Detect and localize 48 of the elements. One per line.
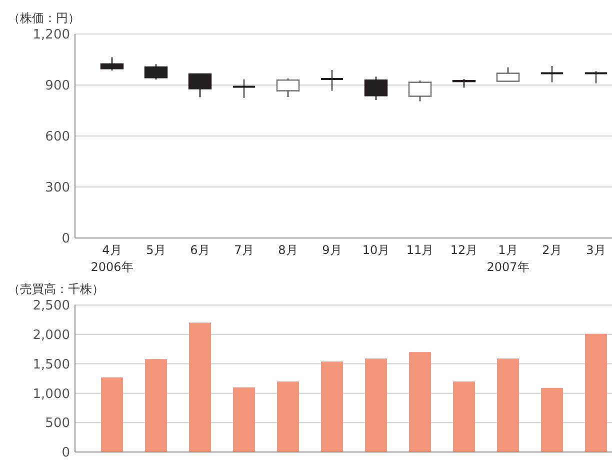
bar: [453, 381, 475, 452]
bar: [321, 361, 343, 452]
y-tick-label: 500: [45, 416, 70, 432]
x-tick-label: 10月: [362, 243, 390, 257]
bar: [277, 381, 299, 452]
bar: [233, 387, 255, 452]
bar: [541, 388, 563, 452]
candlestick: [276, 78, 300, 98]
bar: [409, 352, 431, 452]
y-tick-label: 1,000: [32, 386, 70, 402]
y-tick-label: 1,500: [32, 357, 70, 372]
x-tick-label: 1月 2007年: [486, 243, 530, 274]
y-tick-label: 600: [45, 130, 70, 145]
bar: [497, 358, 519, 452]
candlestick: [540, 65, 564, 83]
x-tick-label: 6月: [190, 243, 210, 257]
candlestick: [232, 78, 256, 99]
y-tick-label: 900: [45, 78, 70, 94]
candlestick: [100, 56, 124, 72]
candlestick: [144, 64, 168, 80]
candlestick: [408, 80, 432, 102]
y-tick-label: 0: [62, 446, 70, 461]
x-tick-label: 12月: [450, 243, 478, 257]
bar: [585, 334, 607, 452]
x-tick-label: 5月: [146, 243, 166, 257]
candlestick: [496, 66, 520, 82]
x-tick-label: 4月 2006年: [90, 243, 134, 274]
bar: [365, 358, 387, 452]
y-tick-label: 2,000: [32, 328, 70, 343]
candlestick: [320, 69, 344, 92]
y-axis-title: （株価：円）: [8, 11, 80, 25]
x-tick-label: 11月: [406, 243, 434, 257]
x-tick-label: 8月: [278, 243, 298, 257]
x-tick-label: 7月: [234, 243, 254, 257]
y-axis-title: （売買高：千株）: [8, 282, 104, 296]
x-tick-label: 2月: [542, 243, 562, 257]
bar: [145, 359, 167, 452]
candlestick: [188, 73, 212, 98]
y-tick-label: 2,500: [32, 298, 70, 314]
candlestick: [584, 70, 608, 84]
y-tick-label: 1,200: [32, 28, 70, 43]
candlestick: [364, 76, 388, 101]
y-tick-label: 0: [62, 232, 70, 247]
bar: [101, 377, 123, 452]
bar: [189, 322, 211, 452]
x-tick-label: 9月: [322, 243, 342, 257]
y-tick-label: 300: [45, 180, 70, 196]
x-tick-label: 3月: [586, 243, 606, 257]
